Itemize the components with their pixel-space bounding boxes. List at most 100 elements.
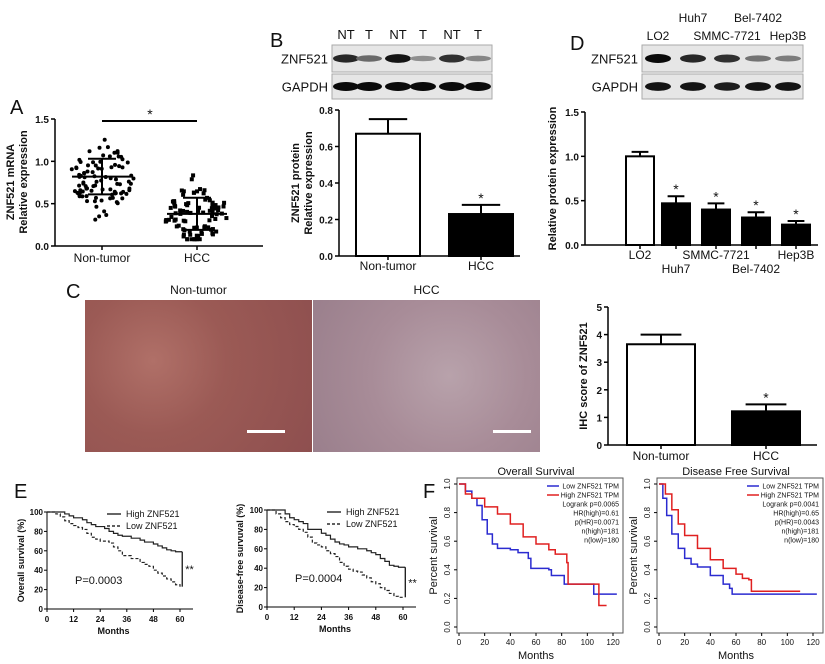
data-point	[85, 199, 90, 204]
x-tick-label: 40	[506, 638, 515, 647]
x-tick-label: 24	[317, 613, 326, 622]
x-tick-label: 0	[657, 638, 662, 647]
y-tick-label: 60	[34, 547, 43, 556]
panel-label-c: C	[66, 281, 80, 303]
blot-band	[410, 55, 436, 62]
data-point	[210, 202, 215, 207]
plot-frame	[656, 477, 824, 634]
data-point	[77, 183, 82, 188]
data-point	[80, 189, 85, 194]
x-tick-label: Non-tumor	[633, 449, 690, 463]
y-axis-label: Percent survival	[428, 516, 440, 594]
x-tick-label: 40	[706, 638, 715, 647]
data-point	[211, 204, 216, 209]
data-point	[186, 201, 191, 206]
legend-label: High ZNF521	[126, 509, 180, 519]
data-point	[210, 209, 215, 214]
y-axis-label: ZNF521 protein	[290, 143, 302, 223]
data-point	[82, 171, 87, 176]
y-tick-label: 0.0	[319, 252, 333, 263]
data-point	[80, 194, 85, 199]
data-point	[191, 190, 196, 195]
data-point	[124, 191, 129, 196]
y-tick-label: 1.0	[35, 157, 49, 168]
blot-band	[775, 55, 801, 62]
x-tick-label: 0	[45, 615, 50, 624]
y-tick-label: 0.2	[443, 592, 452, 604]
y-tick-label: 0.2	[319, 216, 333, 227]
lane-label: T	[365, 27, 373, 42]
y-tick-label: 80	[34, 527, 43, 536]
x-tick-label: 24	[96, 615, 105, 624]
y-tick-label: 0.5	[565, 197, 579, 208]
data-point	[173, 217, 178, 222]
blot-band	[465, 55, 491, 62]
stat-text: n(low)=180	[584, 538, 619, 545]
data-point	[210, 232, 215, 237]
x-tick-label: Huh7	[662, 262, 691, 276]
data-point	[81, 180, 86, 185]
data-point	[93, 183, 98, 188]
x-tick-label: 80	[557, 638, 566, 647]
data-point	[169, 214, 174, 219]
blot-row-label: ZNF521	[281, 52, 328, 67]
data-point	[87, 149, 92, 154]
ihc-image-non-tumor	[85, 300, 312, 452]
blot-band	[680, 54, 706, 63]
p-value: P=0.0003	[75, 575, 122, 587]
bar-huh7	[661, 202, 691, 246]
x-tick-label: 20	[680, 638, 689, 647]
y-tick-label: 0	[259, 603, 264, 612]
data-point	[198, 187, 203, 192]
blot-band	[645, 82, 671, 91]
data-point	[201, 210, 206, 215]
data-point	[173, 204, 178, 209]
y-tick-label: 0.8	[319, 106, 333, 117]
data-point	[90, 170, 95, 175]
km-curve-high	[47, 511, 183, 553]
data-point	[84, 194, 89, 199]
p-value: P=0.0004	[295, 573, 342, 585]
data-point	[127, 188, 132, 193]
stat-text: HR(high)=0.61	[573, 511, 619, 518]
data-point	[93, 195, 98, 200]
stat-text: n(low)=180	[784, 538, 819, 545]
legend-label: High ZNF521 TPM	[561, 493, 619, 500]
stat-text: n(high)=181	[581, 529, 619, 536]
survival-curve-low	[459, 483, 617, 595]
data-point	[199, 231, 204, 236]
lane-label: T	[419, 27, 427, 42]
legend-label: High ZNF521 TPM	[761, 493, 819, 500]
stat-text: n(high)=181	[781, 529, 819, 536]
y-tick-label: 0.2	[643, 592, 652, 604]
y-tick-label: 0.6	[443, 535, 452, 547]
data-point	[216, 208, 221, 213]
x-tick-label: 120	[606, 638, 620, 647]
data-point	[93, 163, 98, 168]
data-point	[113, 177, 118, 182]
y-tick-label: 0	[596, 441, 602, 452]
x-tick-label: 12	[69, 615, 78, 624]
panel-label-b: B	[270, 30, 283, 52]
y-tick-label: 3	[596, 358, 602, 369]
x-tick-label: HCC	[468, 259, 494, 273]
data-point	[170, 199, 175, 204]
data-point	[185, 209, 190, 214]
y-tick-label: 1.0	[443, 478, 452, 490]
significance-stars: **	[408, 577, 417, 589]
bar-non-tumor	[626, 343, 696, 447]
bar-non-tumor	[355, 132, 421, 258]
km-curve-low	[47, 511, 181, 587]
data-point	[210, 227, 215, 232]
x-axis-label: Months	[319, 624, 351, 634]
y-tick-label: 0.8	[643, 506, 652, 518]
data-point	[84, 186, 89, 191]
data-point	[77, 157, 82, 162]
data-point	[222, 200, 227, 205]
data-point	[181, 189, 186, 194]
x-tick-label: HCC	[184, 251, 210, 265]
y-tick-label: 5	[596, 303, 602, 314]
x-tick-label: Non-tumor	[360, 259, 417, 273]
data-point	[74, 166, 79, 171]
significance-star: *	[713, 188, 719, 204]
